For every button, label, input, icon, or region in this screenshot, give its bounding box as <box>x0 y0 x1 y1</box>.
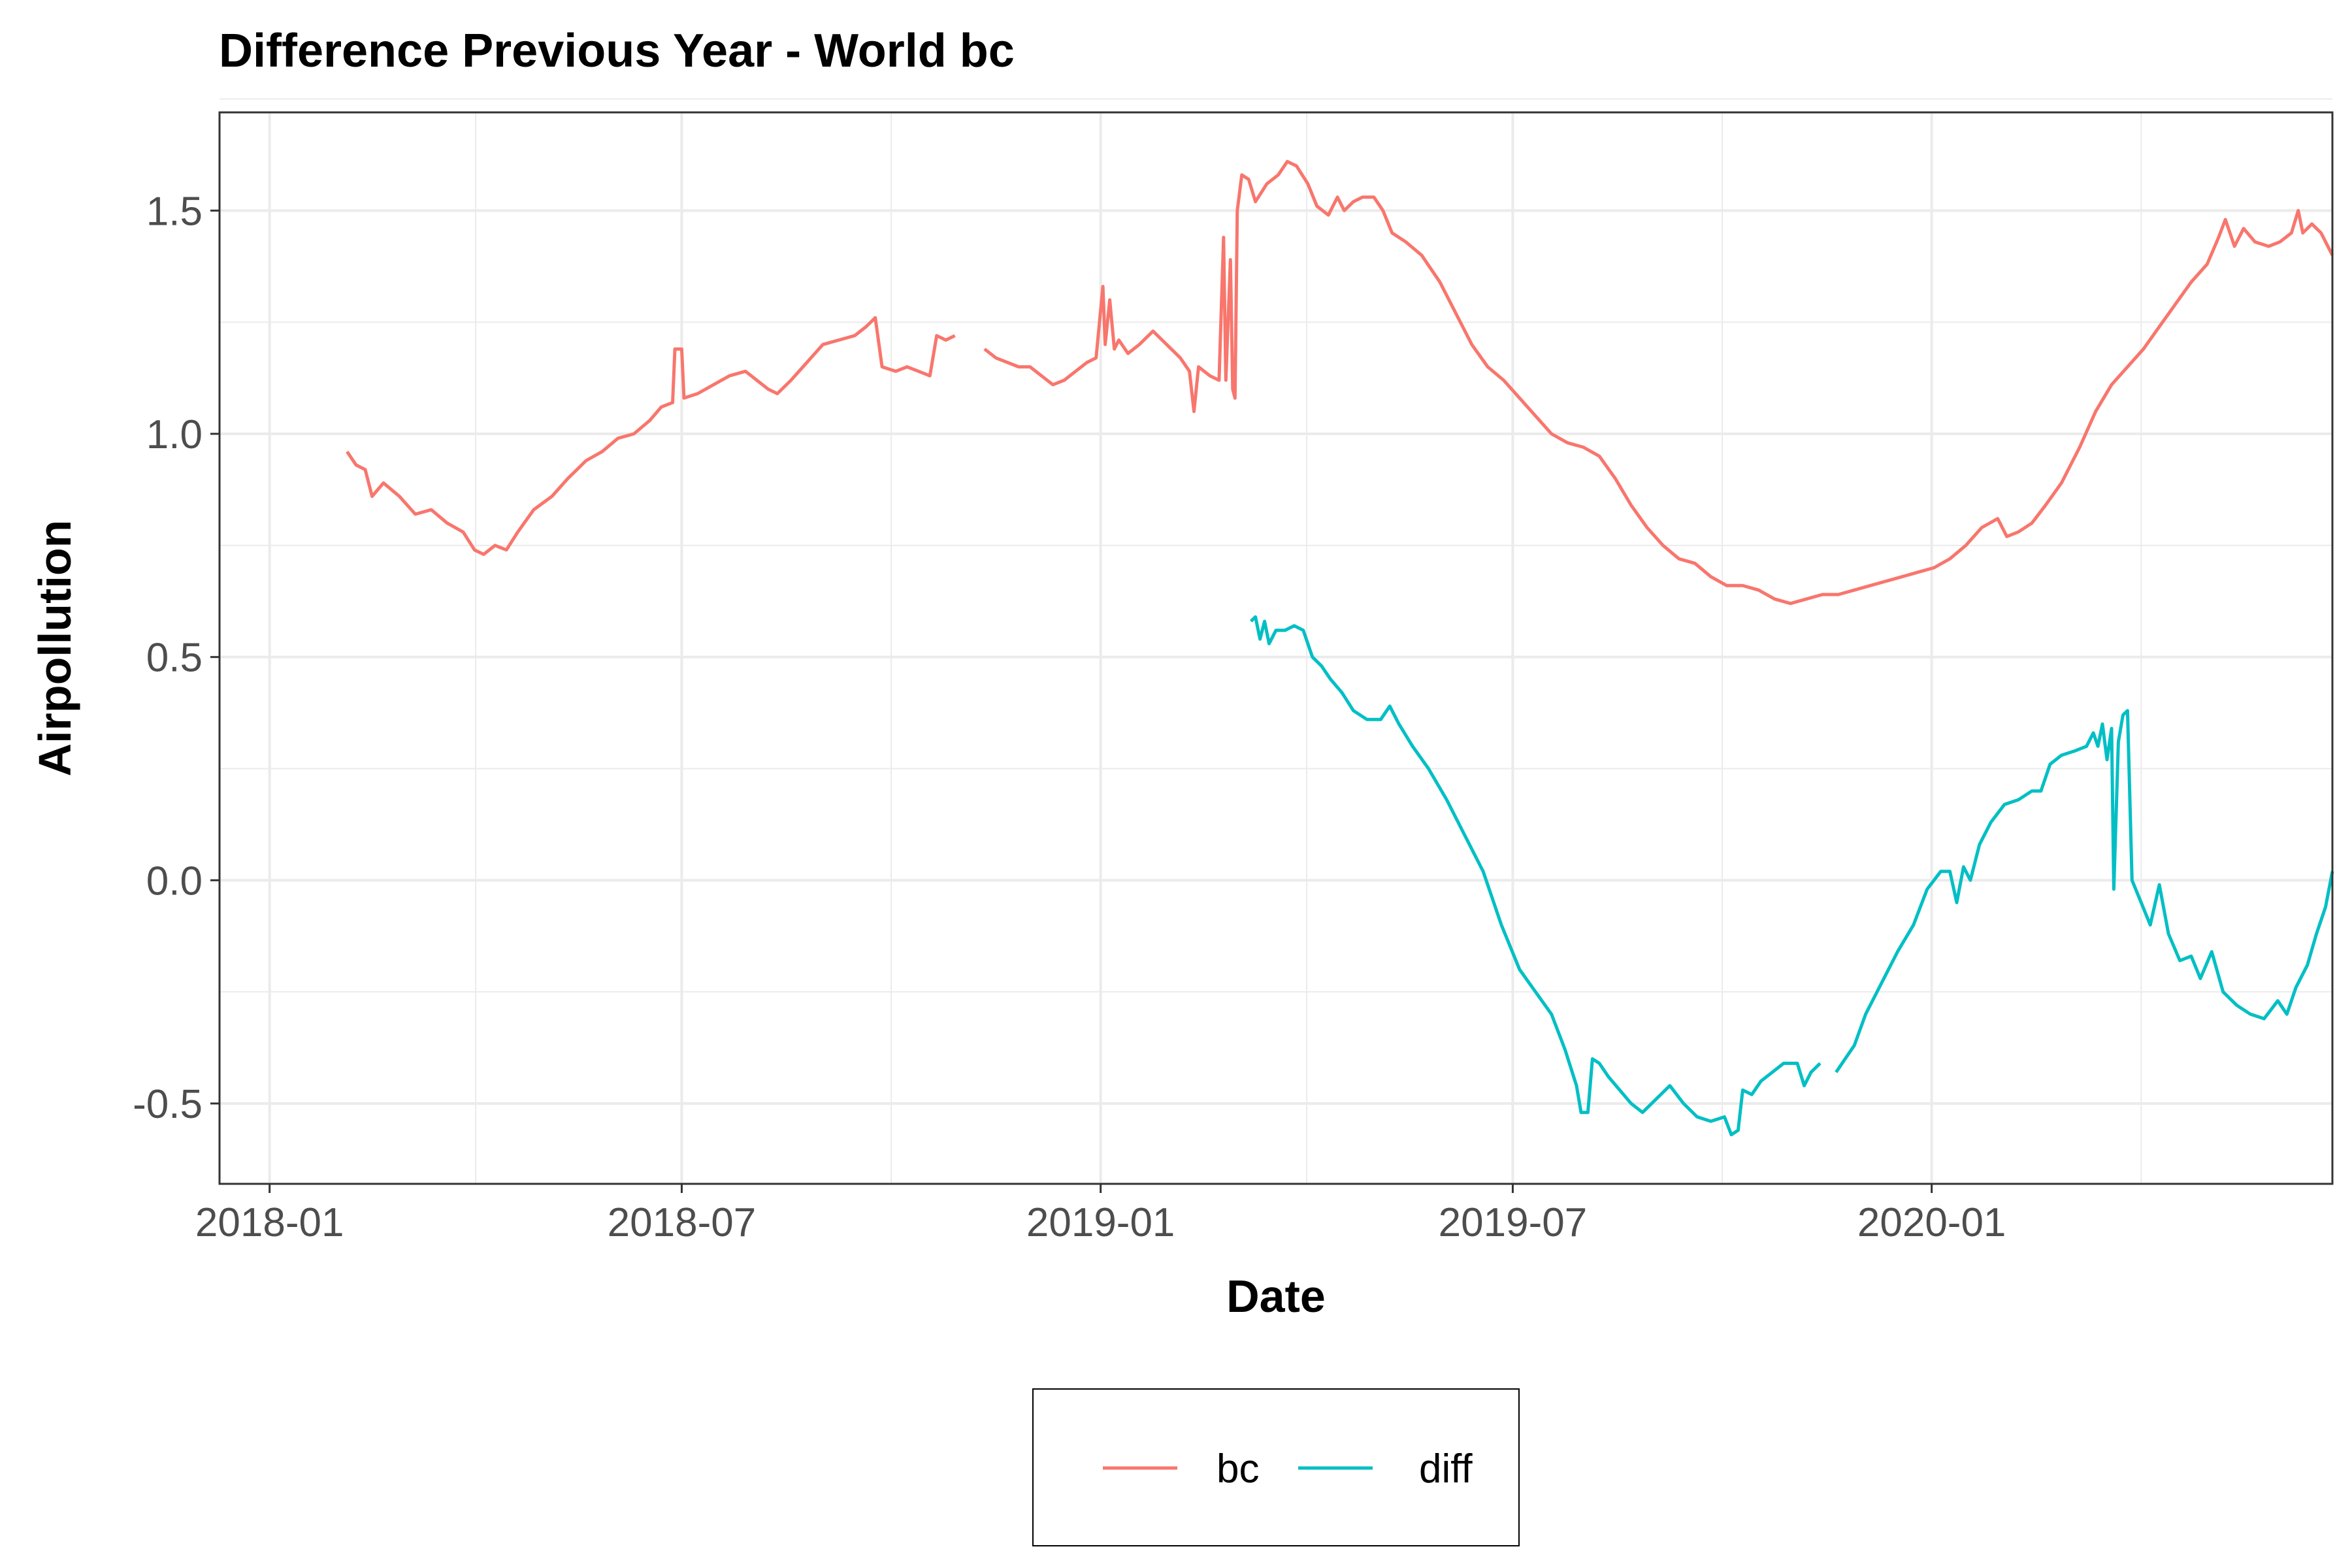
x-tick-label: 2018-01 <box>195 1200 344 1245</box>
y-tick-label: 0.0 <box>146 858 203 904</box>
y-tick-label: 1.0 <box>146 412 203 457</box>
series-line-bc <box>346 316 956 556</box>
y-tick-label: 1.5 <box>146 189 203 234</box>
series-line-diff <box>1249 615 1821 1137</box>
series-line-bc <box>983 159 2334 606</box>
x-tick-label: 2020-01 <box>1857 1200 2006 1245</box>
chart-title: Difference Previous Year - World bc <box>219 25 1015 77</box>
legend-label-diff: diff <box>1419 1446 1473 1492</box>
legend-label-bc: bc <box>1217 1446 1259 1492</box>
x-tick-label: 2018-07 <box>608 1200 757 1245</box>
x-axis: 2018-01 2018-07 2019-01 2019-07 2020-01 <box>195 1184 2006 1245</box>
y-tick-label: -0.5 <box>133 1082 203 1127</box>
panel-border <box>218 111 2334 1185</box>
legend: bc diff <box>1032 1388 1520 1546</box>
x-tick-label: 2019-01 <box>1026 1200 1175 1245</box>
x-tick-label: 2019-07 <box>1439 1200 1588 1245</box>
plot-panel <box>218 98 2334 1185</box>
series-line-diff <box>1835 709 2334 1073</box>
y-tick-label: 0.5 <box>146 636 203 681</box>
major-gridlines <box>220 112 2332 1184</box>
x-axis-title: Date <box>1226 1271 1326 1322</box>
series-lines <box>346 159 2334 1137</box>
minor-gridlines <box>220 98 2332 1184</box>
y-axis: -0.5 0.0 0.5 1.0 1.5 <box>133 189 220 1127</box>
y-axis-title: Airpollution <box>29 520 80 777</box>
panel-background <box>220 112 2332 1184</box>
